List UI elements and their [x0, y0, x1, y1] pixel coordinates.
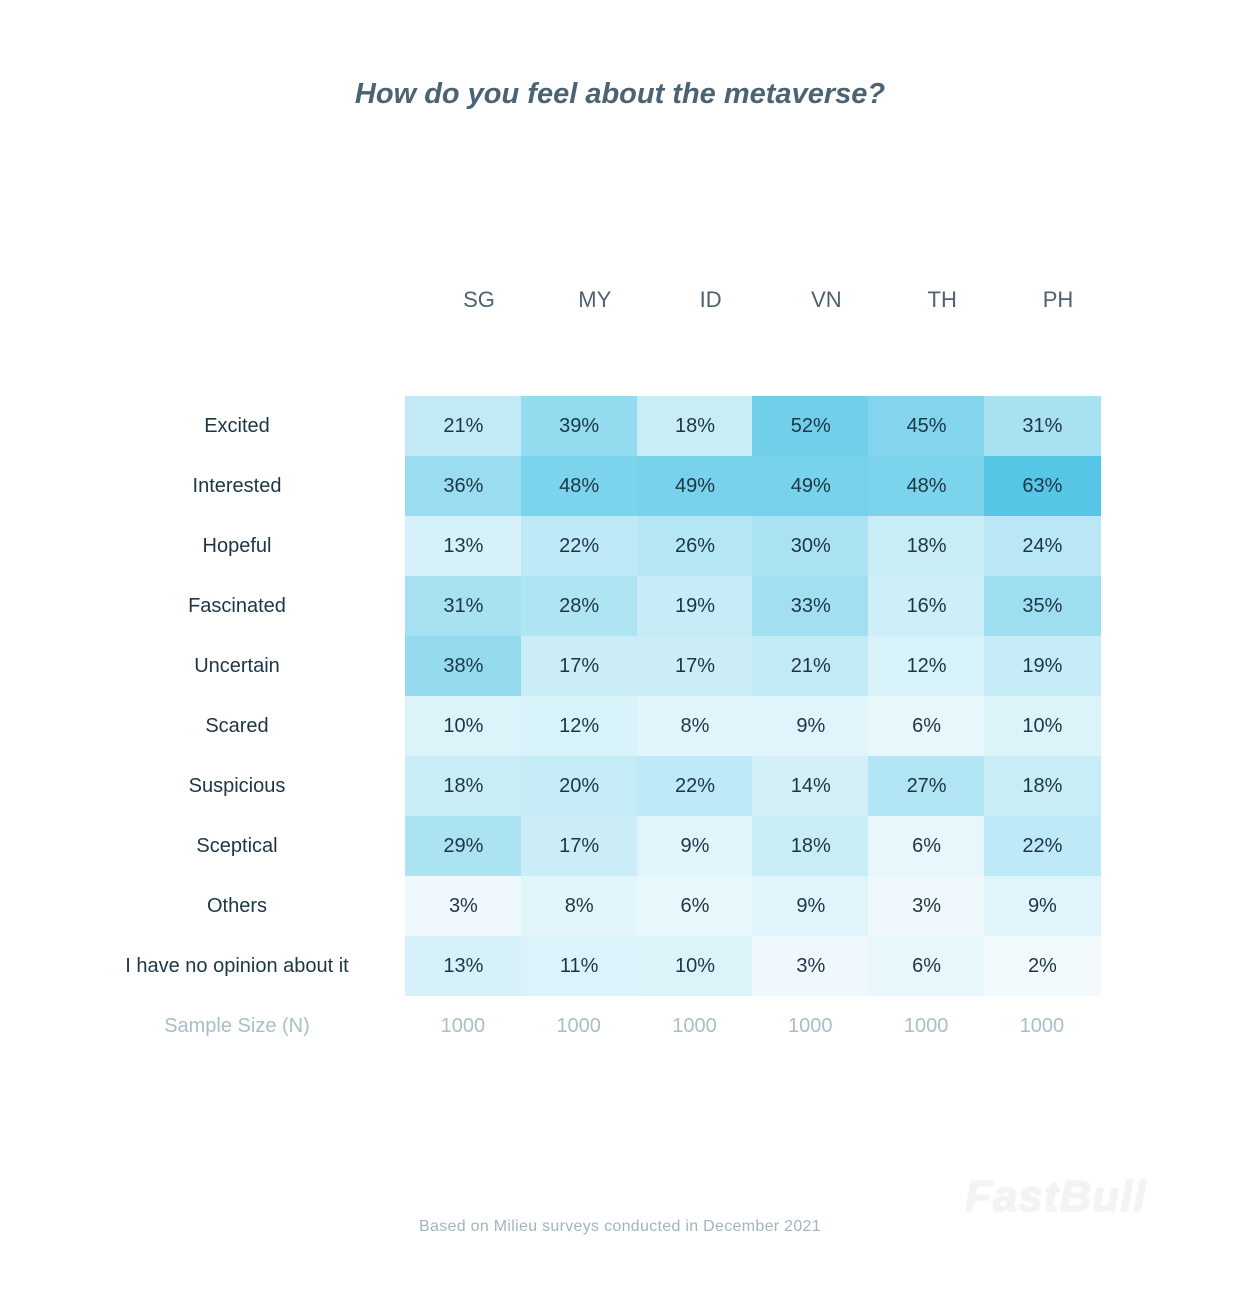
heatmap-cell: 6%	[636, 876, 754, 936]
heatmap-cell: 22%	[984, 816, 1101, 876]
row-label: Fascinated	[188, 595, 286, 617]
column-header: PH	[1042, 287, 1074, 312]
row-label: Excited	[204, 415, 270, 437]
heatmap-cell: 21%	[752, 636, 870, 696]
source-note: Based on Milieu surveys conducted in Dec…	[419, 1218, 821, 1235]
heatmap-cell: 14%	[752, 756, 870, 816]
heatmap-cell: 13%	[405, 516, 522, 576]
heatmap-cell: 9%	[636, 816, 754, 876]
heatmap-cell: 6%	[868, 936, 985, 996]
heatmap-cell: 10%	[984, 696, 1101, 756]
watermark-logo: FastBull	[965, 1172, 1147, 1221]
heatmap-cell: 26%	[636, 516, 754, 576]
heatmap-cell: 39%	[520, 396, 638, 456]
heatmap-cell: 49%	[752, 456, 870, 516]
heatmap-cell: 17%	[520, 636, 638, 696]
sample-size-value: 1000	[903, 1015, 949, 1037]
heatmap-cell: 21%	[405, 396, 522, 456]
heatmap-cell: 6%	[868, 696, 985, 756]
heatmap-cell: 18%	[405, 756, 522, 816]
heatmap-cell: 31%	[984, 396, 1101, 456]
sample-size-value: 1000	[1019, 1015, 1065, 1037]
heatmap-cell: 29%	[405, 816, 522, 876]
column-header: VN	[811, 287, 842, 312]
heatmap-cell: 38%	[405, 636, 522, 696]
heatmap-cell: 10%	[636, 936, 754, 996]
sample-size-label: Sample Size (N)	[164, 1015, 310, 1037]
heatmap-cell: 18%	[984, 756, 1101, 816]
sample-size-value: 1000	[672, 1015, 717, 1037]
heatmap-cell: 30%	[752, 516, 870, 576]
heatmap-cell: 22%	[520, 516, 638, 576]
heatmap-cell: 3%	[752, 936, 870, 996]
heatmap-cell: 9%	[984, 876, 1101, 936]
heatmap-cell: 49%	[636, 456, 754, 516]
heatmap-cell: 33%	[752, 576, 870, 636]
row-label: I have no opinion about it	[125, 955, 349, 977]
sample-size-value: 1000	[440, 1015, 486, 1037]
heatmap-cell: 63%	[984, 456, 1101, 516]
heatmap-cell: 18%	[636, 396, 754, 456]
heatmap-cell: 48%	[868, 456, 985, 516]
row-label: Hopeful	[202, 535, 272, 557]
heatmap-cell: 2%	[984, 936, 1101, 996]
heatmap-cell: 18%	[752, 816, 870, 876]
heatmap-cell: 28%	[520, 576, 638, 636]
column-header: ID	[699, 287, 722, 312]
heatmap-cell: 22%	[636, 756, 754, 816]
heatmap-cell: 19%	[636, 576, 754, 636]
heatmap-cell: 31%	[405, 576, 522, 636]
heatmap-cell: 35%	[984, 576, 1101, 636]
row-label: Others	[206, 895, 268, 917]
heatmap-cell: 17%	[520, 816, 638, 876]
column-header: MY	[578, 287, 612, 312]
heatmap-cell: 45%	[868, 396, 985, 456]
heatmap-cell: 13%	[405, 936, 522, 996]
heatmap-cell: 27%	[868, 756, 985, 816]
heatmap-cell: 18%	[868, 516, 985, 576]
heatmap-cell: 8%	[636, 696, 754, 756]
row-label: Interested	[192, 475, 282, 497]
column-header: SG	[463, 287, 495, 312]
heatmap-cell: 12%	[520, 696, 638, 756]
heatmap-cell: 6%	[868, 816, 985, 876]
column-header: TH	[927, 287, 957, 312]
row-label: Uncertain	[194, 655, 280, 677]
heatmap-cell: 52%	[752, 396, 870, 456]
heatmap-cell: 17%	[636, 636, 754, 696]
heatmap-cell: 3%	[405, 876, 522, 936]
chart-title: How do you feel about the metaverse?	[354, 78, 886, 110]
heatmap-cell: 12%	[868, 636, 985, 696]
heatmap-cell: 3%	[868, 876, 985, 936]
heatmap-cell: 24%	[984, 516, 1101, 576]
heatmap-cell: 9%	[752, 696, 870, 756]
heatmap-cell: 48%	[520, 456, 638, 516]
heatmap-cell: 9%	[752, 876, 870, 936]
heatmap-cell: 36%	[405, 456, 522, 516]
heatmap-cell: 20%	[520, 756, 638, 816]
heatmap-cell: 8%	[520, 876, 638, 936]
heatmap-cell: 16%	[868, 576, 985, 636]
row-label: Scared	[205, 715, 269, 737]
heatmap-cell: 11%	[520, 936, 638, 996]
row-label: Sceptical	[196, 835, 278, 857]
heatmap-cell: 19%	[984, 636, 1101, 696]
heatmap-cell: 10%	[405, 696, 522, 756]
sample-size-value: 1000	[788, 1015, 833, 1037]
row-label: Suspicious	[188, 775, 286, 797]
sample-size-value: 1000	[556, 1015, 601, 1037]
